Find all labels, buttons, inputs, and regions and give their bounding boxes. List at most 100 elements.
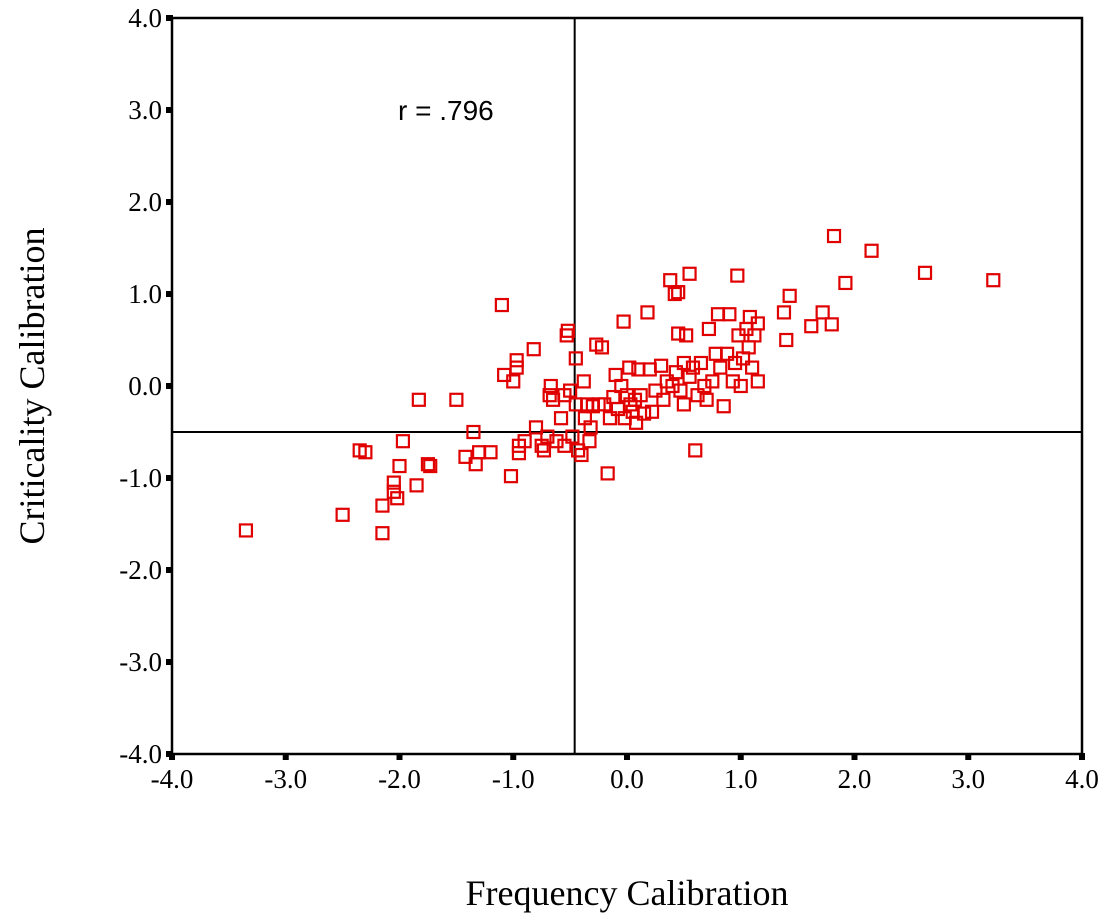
data-point <box>682 369 697 384</box>
data-point <box>597 397 612 412</box>
data-point <box>673 383 688 398</box>
data-point <box>725 374 740 389</box>
x-tick-mark <box>851 753 858 760</box>
y-axis-title: Criticality Calibration <box>12 228 52 545</box>
data-point <box>804 319 819 334</box>
data-point <box>238 523 254 538</box>
data-point <box>782 288 797 303</box>
data-point <box>395 434 411 449</box>
y-tick-mark <box>166 383 173 389</box>
data-point <box>375 526 390 541</box>
data-point <box>494 297 509 313</box>
data-point <box>730 268 745 283</box>
y-tick-label: -4.0 <box>119 739 162 769</box>
data-point <box>449 392 464 407</box>
y-tick-mark <box>166 751 173 757</box>
data-point <box>640 305 655 320</box>
data-point <box>679 328 694 343</box>
x-tick-label: 3.0 <box>951 764 985 794</box>
x-tick-mark <box>737 753 744 760</box>
data-point <box>540 429 555 444</box>
data-point <box>616 314 631 329</box>
data-point <box>750 316 765 331</box>
data-point <box>545 392 561 407</box>
data-point <box>917 265 933 280</box>
data-point <box>708 346 723 361</box>
data-point <box>633 388 648 403</box>
data-point <box>483 445 498 460</box>
data-point <box>517 434 532 449</box>
y-tick-label: 0.0 <box>128 371 162 401</box>
data-point <box>705 374 720 389</box>
data-point <box>576 374 591 389</box>
y-tick-mark <box>166 567 173 573</box>
y-tick-mark <box>166 199 173 205</box>
data-point <box>642 362 657 377</box>
data-point <box>390 491 405 506</box>
data-point <box>557 438 572 453</box>
data-point <box>536 443 552 458</box>
data-point <box>676 355 691 371</box>
data-point <box>654 358 669 373</box>
data-point <box>506 374 521 389</box>
data-point <box>549 434 564 449</box>
data-point <box>335 507 350 522</box>
data-point <box>667 286 682 302</box>
data-point <box>750 374 765 389</box>
y-tick-mark <box>166 107 173 113</box>
x-tick-mark <box>965 753 972 760</box>
data-point <box>358 445 373 460</box>
data-point <box>526 342 541 357</box>
data-point <box>676 397 691 412</box>
data-point <box>472 445 487 460</box>
x-tick-label: -1.0 <box>492 764 535 794</box>
data-point <box>779 332 794 348</box>
data-point <box>815 305 830 320</box>
data-point <box>693 355 709 371</box>
y-tick-mark <box>166 659 173 665</box>
x-tick-label: -4.0 <box>151 764 194 794</box>
data-point <box>685 360 701 375</box>
y-tick-label: -3.0 <box>119 647 162 677</box>
data-point <box>628 415 644 430</box>
data-point <box>583 420 598 435</box>
y-tick-label: -1.0 <box>119 463 162 493</box>
y-tick-label: 4.0 <box>128 3 162 33</box>
data-point <box>710 307 726 322</box>
data-point <box>600 466 615 481</box>
data-point <box>986 273 1001 288</box>
data-point <box>509 360 524 375</box>
data-point <box>776 305 792 320</box>
data-point <box>697 378 712 394</box>
data-point <box>568 351 583 366</box>
y-tick-label: 1.0 <box>128 279 162 309</box>
data-point <box>542 388 557 403</box>
data-point <box>701 321 717 337</box>
y-axis-ticks: 4.0 3.0 2.0 1.0 0.0 -1.0 -2.0 -3.0 -4.0 <box>119 3 173 769</box>
data-point <box>824 317 839 332</box>
x-tick-label: -2.0 <box>378 764 421 794</box>
x-axis-title: Frequency Calibration <box>466 873 789 913</box>
data-point <box>716 399 731 414</box>
data-point <box>582 434 597 449</box>
data-point <box>565 429 580 444</box>
data-point <box>559 328 574 343</box>
data-point <box>574 447 589 463</box>
y-tick-label: 2.0 <box>128 187 162 217</box>
data-points <box>238 228 1001 541</box>
data-point <box>663 273 678 288</box>
data-point <box>688 443 703 458</box>
data-point <box>594 340 610 355</box>
data-point <box>509 353 524 368</box>
data-point <box>619 388 635 403</box>
data-point <box>511 446 527 461</box>
x-tick-label: -3.0 <box>264 764 307 794</box>
data-point <box>838 275 853 291</box>
correlation-annotation: r = .796 <box>398 95 494 126</box>
x-tick-mark <box>624 753 630 760</box>
x-axis-ticks: -4.0 -3.0 -2.0 -1.0 0.0 1.0 2.0 3.0 4.0 <box>151 753 1099 794</box>
x-tick-mark <box>1079 753 1085 760</box>
data-point <box>375 498 390 513</box>
data-point <box>722 307 737 322</box>
